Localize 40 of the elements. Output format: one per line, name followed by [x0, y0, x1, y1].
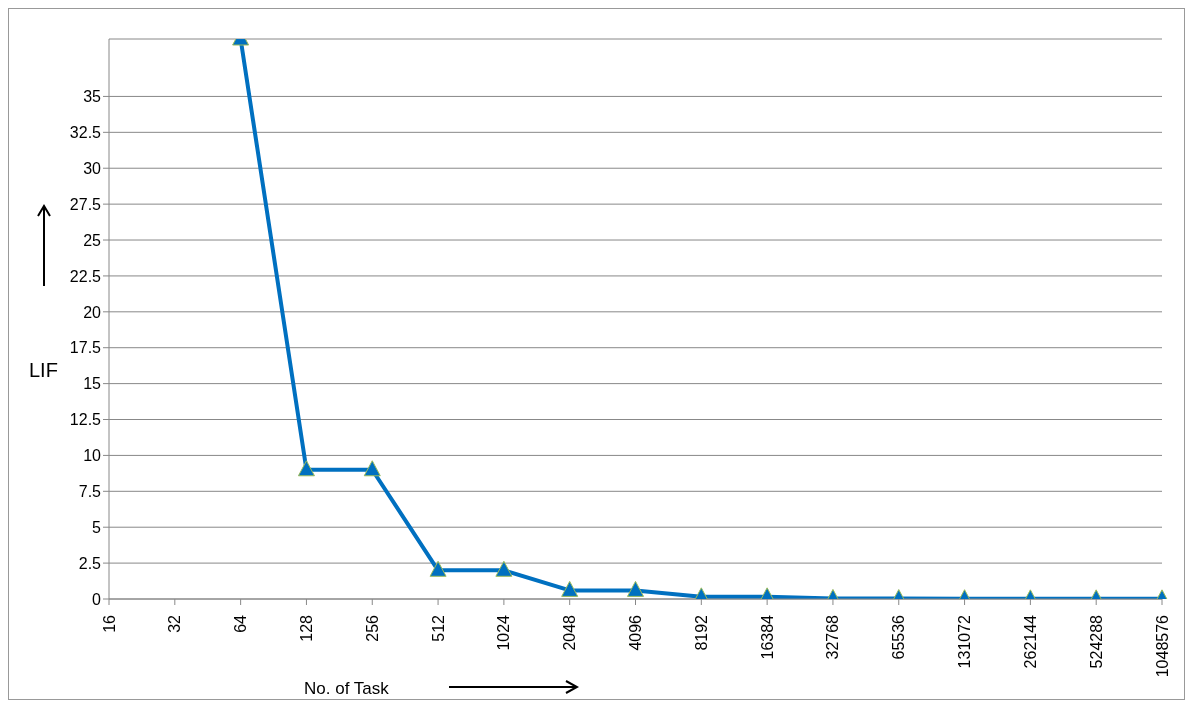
x-tick-label: 4096 [627, 614, 644, 651]
y-tick-label: 15 [83, 375, 102, 393]
x-tick-label: 16 [100, 614, 118, 633]
y-tick-label: 12.5 [69, 411, 102, 429]
point [627, 580, 644, 597]
y-tick-label: 5 [92, 518, 102, 536]
x-tick-label: 128 [297, 614, 315, 642]
x-tick-label: 32768 [824, 614, 842, 660]
x-tick-label: 256 [363, 614, 381, 642]
y-tick-label: 17.5 [69, 339, 102, 357]
point [297, 460, 315, 477]
y-tick-label: 20 [83, 303, 102, 321]
y-tick-label: 10 [83, 447, 102, 465]
x-tick-label: 8192 [692, 614, 710, 651]
y-tick-label: 0 [92, 590, 102, 608]
point [495, 560, 513, 577]
x-tick-label: 512 [429, 614, 447, 642]
x-tick-label: 32 [166, 614, 184, 633]
y-tick-label: 30 [83, 159, 102, 177]
y-tick-label: 27.5 [69, 195, 102, 213]
y-tick-label: 25 [83, 231, 102, 249]
point [561, 580, 579, 597]
y-tick-label: 2.5 [78, 554, 102, 572]
y-tick-label: 32.5 [69, 124, 102, 142]
point [363, 460, 381, 477]
x-tick-label: 65536 [890, 614, 908, 660]
x-tick-label: 262144 [1021, 614, 1039, 669]
point [429, 560, 447, 577]
y-tick-label: 35 [83, 88, 102, 106]
x-tick-label: 131072 [956, 614, 974, 669]
y-tick-label: 7.5 [78, 482, 102, 500]
x-tick-label: 1024 [495, 614, 513, 651]
x-tick-label: 524288 [1087, 614, 1105, 669]
x-tick-label: 64 [232, 614, 250, 633]
y-tick-label: 22.5 [69, 267, 102, 285]
y-axis-title: LIF [29, 359, 58, 382]
x-tick-label: 1048576 [1153, 614, 1171, 678]
x-axis-title: No. of Task [304, 679, 389, 699]
x-tick-label: 16384 [758, 614, 776, 660]
x-tick-label: 2048 [561, 614, 579, 651]
